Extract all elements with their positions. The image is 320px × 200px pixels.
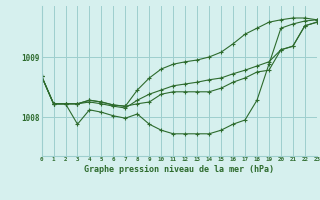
X-axis label: Graphe pression niveau de la mer (hPa): Graphe pression niveau de la mer (hPa) xyxy=(84,165,274,174)
